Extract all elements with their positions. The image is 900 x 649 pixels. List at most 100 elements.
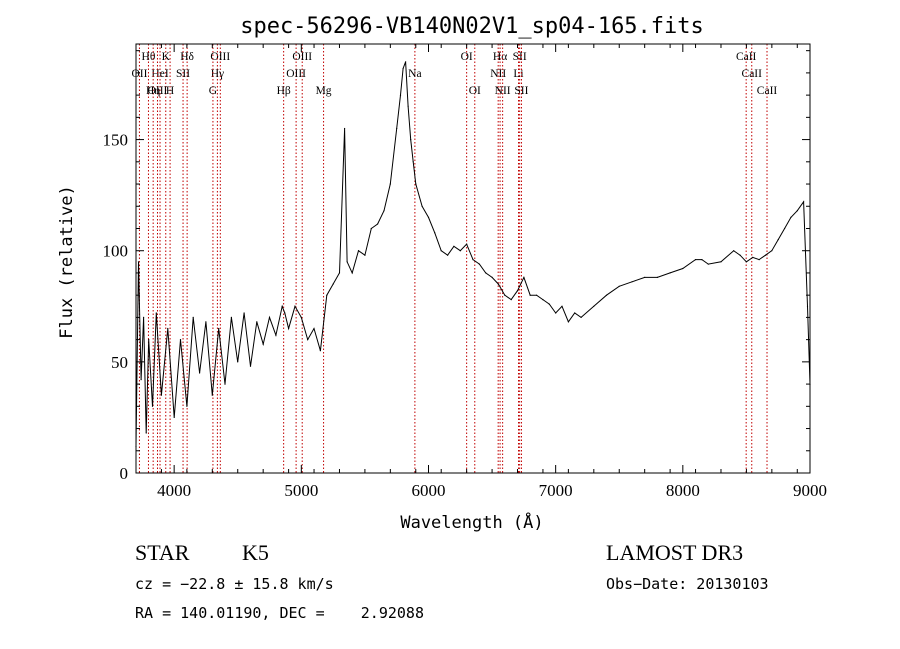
data-point [605,294,608,296]
data-point [332,283,334,285]
line-label: OII [131,68,147,80]
data-point [160,394,162,396]
data-point [796,210,798,212]
line-label: NII [490,68,506,80]
object-class: STAR [135,540,190,565]
data-point [427,216,430,218]
data-point [281,305,283,307]
data-point [377,223,379,225]
data-point [510,299,512,301]
data-point [179,339,182,341]
coordinates: RA = 140.01190, DEC = 2.92088 [135,604,424,622]
data-point [707,263,709,265]
data-point [777,239,779,241]
data-point [151,405,154,407]
data-point [485,272,487,274]
line-label: G [209,85,217,97]
data-point [472,259,474,261]
emission-line-markers: Hθ K Hδ OIII OIII OI Hα SII CaII OII HeI SII Hγ OIII N… [131,44,777,473]
data-point [561,305,563,307]
line-label: Hθ [142,51,156,63]
x-tick-label: 7000 [539,481,573,500]
data-point [548,303,550,305]
data-point [211,394,213,396]
data-point [357,250,360,252]
data-point [682,267,684,270]
series-line-flux [135,61,811,447]
data-point [447,254,449,256]
data-point [440,250,442,252]
data-point [140,379,142,381]
data-point [230,316,232,318]
y-tick-label: 50 [111,353,128,372]
data-point [173,416,175,418]
data-point [224,383,226,385]
data-point [364,254,366,256]
data-point [478,263,480,265]
data-point [656,276,659,278]
data-point [523,276,525,278]
data-point [504,294,506,296]
x-tick-label: 4000 [157,481,191,500]
data-point [346,261,348,263]
line-label: CaII [742,68,763,80]
data-point [555,312,557,314]
line-label: Hγ [211,68,224,80]
data-point [733,250,735,252]
data-point [644,276,646,278]
y-axis-label: Flux (relative) [57,185,77,339]
data-point [784,227,786,230]
data-point [268,316,271,318]
line-label: SII [513,51,527,63]
x-tick-label: 5000 [284,481,318,500]
data-point [205,321,207,323]
data-point [529,294,531,296]
line-label: Na [408,68,421,80]
line-label: OIII [286,68,306,80]
data-point [694,259,697,261]
data-point [143,316,145,318]
data-point [288,327,290,330]
redshift-cz: cz = −22.8 ± 15.8 km/s [135,575,334,593]
line-label: Mg [316,85,332,97]
data-point [669,272,671,274]
data-point [218,327,220,330]
data-point [237,361,239,363]
data-point [167,327,169,330]
data-point [410,139,412,141]
data-point [137,261,140,263]
data-point [803,201,805,203]
data-point [145,432,147,434]
data-point [764,254,767,256]
line-label: H [166,85,174,97]
y-tick-label: 150 [103,131,129,150]
line-label: K [162,51,171,63]
data-point [536,294,538,296]
data-point [155,312,157,314]
line-label: Hη [146,85,160,97]
data-point [186,405,188,407]
data-point [351,272,353,274]
obs-date: Obs−Date: 20130103 [606,575,769,593]
line-label: NII [495,85,511,97]
data-point [758,259,760,261]
x-tick-label: 8000 [666,481,700,500]
data-point [284,312,286,314]
data-point [752,256,754,258]
data-point [402,67,404,70]
data-point [294,305,296,307]
line-label: OI [469,85,481,97]
data-point [307,339,309,341]
data-point [516,290,519,292]
x-axis: 4000 5000 6000 7000 8000 9000 [135,44,827,500]
data-point [338,272,341,274]
y-axis: 0 50 100 150 [103,50,810,483]
x-tick-label: 9000 [793,481,827,500]
line-label: OIII [210,51,230,63]
data-point [389,183,391,185]
data-point [593,305,595,307]
y-tick-label: 0 [120,464,129,483]
data-point [192,316,194,318]
data-point [313,327,315,330]
x-axis-label: Wavelength (Å) [400,511,543,533]
